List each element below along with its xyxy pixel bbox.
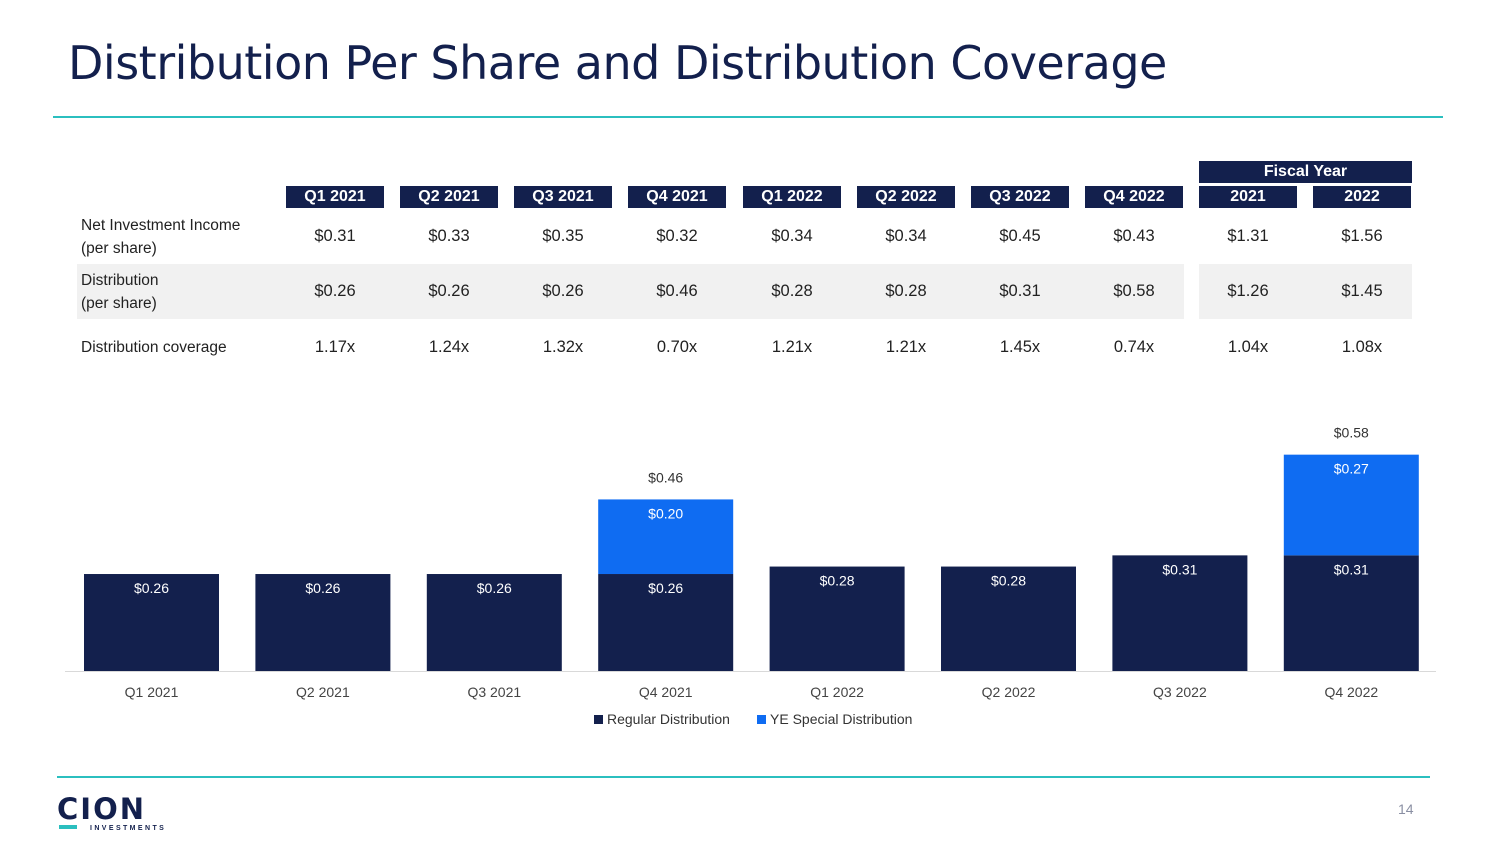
bar-total-label: $0.46 <box>648 469 683 485</box>
table-cell: $0.43 <box>1113 227 1155 245</box>
table-cell: $0.34 <box>771 227 813 245</box>
table-cell: 1.04x <box>1227 338 1269 356</box>
cion-logo: CION INVESTMENTS <box>57 792 164 833</box>
legend-swatch <box>594 714 603 724</box>
bar-regular <box>1283 555 1419 671</box>
distribution-row-band-fy <box>1199 264 1412 319</box>
column-header: 2022 <box>1313 186 1411 208</box>
table-cell: $0.26 <box>314 282 356 300</box>
logo-wordmark: CION <box>57 792 146 826</box>
legend-item-regular: Regular Distribution <box>594 711 730 727</box>
title-divider <box>53 116 1443 118</box>
column-header: Q2 2022 <box>857 186 955 208</box>
row-label-line: (per share) <box>81 240 157 257</box>
table-cell: $1.31 <box>1227 227 1269 245</box>
bar-label-special: $0.27 <box>1334 461 1369 477</box>
table-cell: 1.21x <box>771 338 813 356</box>
column-header: Q3 2022 <box>971 186 1069 208</box>
distribution-chart: $0.26 Q1 2021 $0.26 Q2 2021 $0.26 Q3 2021 $0.2… <box>0 400 1500 715</box>
table-cell: 1.45x <box>999 338 1041 356</box>
column-header: 2021 <box>1199 186 1297 208</box>
table-cell: 1.32x <box>542 338 584 356</box>
row-label-nii: Net Investment Income (per share) <box>81 214 240 260</box>
column-header: Q1 2021 <box>286 186 384 208</box>
distribution-row-band <box>77 264 1184 319</box>
legend-swatch <box>757 714 766 724</box>
bar-regular <box>84 574 219 671</box>
table-cell: $0.58 <box>1113 282 1155 300</box>
row-label-line: Distribution <box>81 272 159 289</box>
table-cell: $0.32 <box>656 227 698 245</box>
bar-label-regular: $0.26 <box>477 580 512 596</box>
table-cell: 0.70x <box>656 338 698 356</box>
table-cell: $0.26 <box>428 282 470 300</box>
x-tick-label: Q1 2021 <box>125 684 179 700</box>
table-cell: $0.45 <box>999 227 1041 245</box>
table-cell: $0.31 <box>314 227 356 245</box>
table-cell: $0.31 <box>999 282 1041 300</box>
x-tick-label: Q2 2022 <box>982 684 1036 700</box>
table-cell: 1.24x <box>428 338 470 356</box>
x-tick-label: Q1 2022 <box>810 684 864 700</box>
table-cell: $1.45 <box>1341 282 1383 300</box>
table-cell: $1.56 <box>1341 227 1383 245</box>
bar-label-regular: $0.26 <box>134 580 169 596</box>
bar-special <box>1283 454 1419 556</box>
page-number: 14 <box>1398 801 1414 817</box>
x-tick-label: Q3 2021 <box>467 684 521 700</box>
bar-label-regular: $0.26 <box>648 580 683 596</box>
table-cell: $0.26 <box>542 282 584 300</box>
row-label-coverage: Distribution coverage <box>81 336 227 359</box>
logo-accent <box>59 825 77 829</box>
bar-regular <box>769 566 905 671</box>
table-cell: $0.35 <box>542 227 584 245</box>
column-header: Q1 2022 <box>743 186 841 208</box>
legend-label: YE Special Distribution <box>770 711 913 727</box>
table-cell: $0.28 <box>885 282 927 300</box>
row-label-distribution: Distribution (per share) <box>81 269 159 315</box>
x-tick-label: Q4 2022 <box>1324 684 1378 700</box>
footer-divider <box>57 776 1430 778</box>
bar-regular <box>255 574 391 671</box>
bar-label-regular: $0.28 <box>820 573 855 589</box>
row-label-line: Net Investment Income <box>81 217 241 234</box>
bar-label-regular: $0.26 <box>305 580 340 596</box>
x-tick-label: Q4 2021 <box>639 684 693 700</box>
column-header: Q4 2021 <box>628 186 726 208</box>
bar-regular <box>1112 555 1248 671</box>
bar-regular <box>426 574 562 671</box>
column-header: Q3 2021 <box>514 186 612 208</box>
table-cell: $0.46 <box>656 282 698 300</box>
row-label-line: Distribution coverage <box>81 339 227 356</box>
table-cell: 1.17x <box>314 338 356 356</box>
chart-canvas: $0.26 Q1 2021 $0.26 Q2 2021 $0.26 Q3 2021 $0.2… <box>65 425 1436 700</box>
x-tick-label: Q3 2022 <box>1153 684 1207 700</box>
legend-label: Regular Distribution <box>607 711 730 727</box>
fiscal-year-header: Fiscal Year <box>1199 161 1412 183</box>
bar-total-label: $0.58 <box>1334 425 1369 441</box>
bar-label-regular: $0.31 <box>1162 561 1197 577</box>
table-cell: $0.28 <box>771 282 813 300</box>
bar-special <box>598 499 734 575</box>
logo-subtext: INVESTMENTS <box>90 825 167 832</box>
table-cell: 1.21x <box>885 338 927 356</box>
column-header: Q2 2021 <box>400 186 498 208</box>
table-cell: $0.34 <box>885 227 927 245</box>
x-tick-label: Q2 2021 <box>296 684 350 700</box>
bar-regular <box>941 566 1076 671</box>
table-cell: $1.26 <box>1227 282 1269 300</box>
legend-item-special: YE Special Distribution <box>757 711 912 727</box>
bar-label-regular: $0.28 <box>991 573 1026 589</box>
row-label-line: (per share) <box>81 295 157 312</box>
column-header: Q4 2022 <box>1085 186 1183 208</box>
page-title: Distribution Per Share and Distribution … <box>68 36 1167 90</box>
bar-label-regular: $0.31 <box>1334 561 1369 577</box>
table-cell: $0.33 <box>428 227 470 245</box>
bar-label-special: $0.20 <box>648 505 683 521</box>
table-cell: 1.08x <box>1341 338 1383 356</box>
bar-regular <box>598 574 734 671</box>
table-cell: 0.74x <box>1113 338 1155 356</box>
